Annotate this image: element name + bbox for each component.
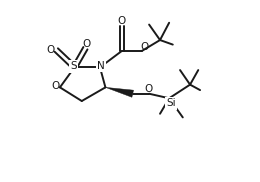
- Text: O: O: [51, 82, 60, 91]
- Text: Si: Si: [166, 98, 176, 108]
- Text: S: S: [70, 62, 77, 71]
- Text: N: N: [97, 61, 105, 70]
- Text: O: O: [118, 16, 126, 26]
- Text: O: O: [82, 39, 90, 49]
- Text: O: O: [145, 84, 153, 94]
- Polygon shape: [106, 87, 134, 97]
- Text: O: O: [140, 42, 148, 52]
- Text: O: O: [47, 45, 55, 55]
